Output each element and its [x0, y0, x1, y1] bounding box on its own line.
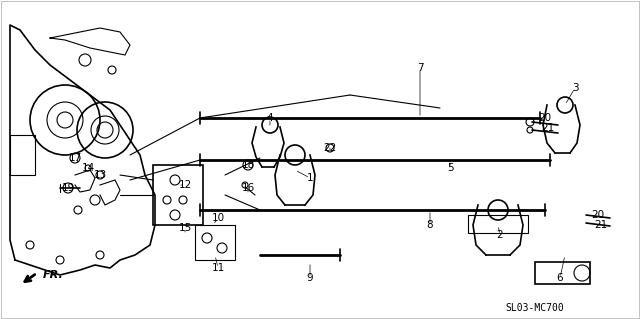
- Text: 7: 7: [417, 63, 423, 73]
- Text: 3: 3: [572, 83, 579, 93]
- Text: SL03-MC700: SL03-MC700: [506, 303, 564, 313]
- Text: 5: 5: [447, 163, 453, 173]
- Text: 16: 16: [241, 183, 255, 193]
- Text: 18: 18: [241, 160, 255, 170]
- Bar: [535, 262, 590, 284]
- Bar: [195, 225, 235, 260]
- Text: 2: 2: [497, 230, 503, 240]
- Text: 8: 8: [427, 220, 433, 230]
- Text: 17: 17: [68, 153, 82, 163]
- Bar: [153, 165, 203, 225]
- Bar: [10, 135, 35, 175]
- Text: 4: 4: [267, 113, 273, 123]
- Text: 9: 9: [307, 273, 314, 283]
- Text: 6: 6: [557, 273, 563, 283]
- Text: 22: 22: [323, 143, 337, 153]
- Text: 11: 11: [211, 263, 225, 273]
- Text: 12: 12: [179, 180, 191, 190]
- Text: 10: 10: [211, 213, 225, 223]
- Text: 20: 20: [591, 210, 605, 220]
- Text: 1: 1: [307, 173, 314, 183]
- Text: 20: 20: [538, 113, 552, 123]
- Text: 21: 21: [595, 220, 607, 230]
- Text: FR.: FR.: [43, 270, 64, 280]
- Text: 14: 14: [81, 163, 95, 173]
- Text: 19: 19: [61, 183, 75, 193]
- Text: 13: 13: [93, 170, 107, 180]
- Bar: [468, 215, 528, 233]
- Text: 21: 21: [541, 123, 555, 133]
- Text: 15: 15: [179, 223, 191, 233]
